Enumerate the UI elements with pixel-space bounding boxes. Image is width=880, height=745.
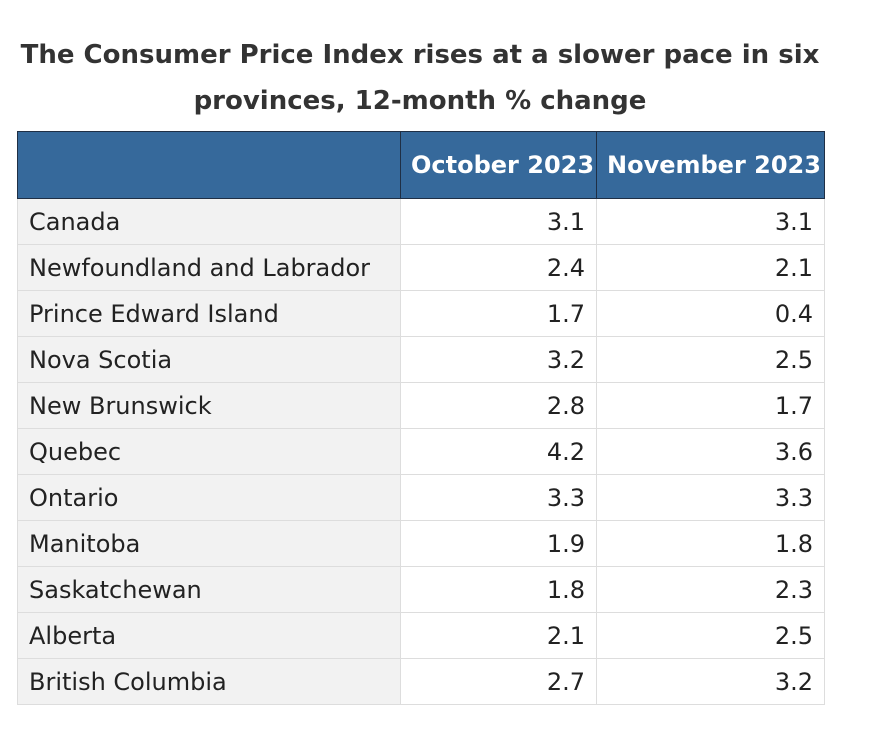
value-cell: 0.4 [596,290,825,337]
header-row: October 2023 November 2023 [17,131,825,199]
value-cell: 1.8 [400,566,597,613]
value-cell: 3.3 [400,474,597,521]
value-cell: 3.1 [596,198,825,245]
row-label-cell: Canada [17,198,401,245]
table-row: Saskatchewan 1.8 2.3 [17,566,825,613]
row-label-cell: Prince Edward Island [17,290,401,337]
table-row: Canada 3.1 3.1 [17,198,825,245]
row-label-cell: Saskatchewan [17,566,401,613]
value-cell: 1.9 [400,520,597,567]
table-row: Nova Scotia 3.2 2.5 [17,336,825,383]
header-cell-period: October 2023 [400,131,597,199]
header-cell-label [17,131,401,199]
table-row: Quebec 4.2 3.6 [17,428,825,475]
row-label-cell: Ontario [17,474,401,521]
row-label-cell: Quebec [17,428,401,475]
value-cell: 3.2 [400,336,597,383]
table-row: British Columbia 2.7 3.2 [17,658,825,705]
table-row: Manitoba 1.9 1.8 [17,520,825,567]
row-label-cell: Newfoundland and Labrador [17,244,401,291]
table-row: Alberta 2.1 2.5 [17,612,825,659]
row-label-cell: British Columbia [17,658,401,705]
value-cell: 3.3 [596,474,825,521]
table-title: The Consumer Price Index rises at a slow… [20,40,820,116]
table-row: Newfoundland and Labrador 2.4 2.1 [17,244,825,291]
row-label-cell: Alberta [17,612,401,659]
value-cell: 1.8 [596,520,825,567]
header-cell-period: November 2023 [596,131,825,199]
value-cell: 3.1 [400,198,597,245]
value-cell: 2.3 [596,566,825,613]
table-header: October 2023 November 2023 [17,131,825,199]
value-cell: 4.2 [400,428,597,475]
value-cell: 2.4 [400,244,597,291]
value-cell: 2.8 [400,382,597,429]
value-cell: 1.7 [400,290,597,337]
value-cell: 2.1 [400,612,597,659]
value-cell: 2.5 [596,612,825,659]
table-row: Prince Edward Island 1.7 0.4 [17,290,825,337]
value-cell: 2.1 [596,244,825,291]
table-row: New Brunswick 2.8 1.7 [17,382,825,429]
value-cell: 3.2 [596,658,825,705]
value-cell: 2.7 [400,658,597,705]
row-label-cell: Manitoba [17,520,401,567]
row-label-cell: Nova Scotia [17,336,401,383]
cpi-table: October 2023 November 2023 Canada 3.1 3.1 Ne… [17,131,825,705]
value-cell: 3.6 [596,428,825,475]
value-cell: 2.5 [596,336,825,383]
row-label-cell: New Brunswick [17,382,401,429]
table-body: Canada 3.1 3.1 Newfoundland and Labrador 2.4… [17,198,825,705]
table-row: Ontario 3.3 3.3 [17,474,825,521]
value-cell: 1.7 [596,382,825,429]
